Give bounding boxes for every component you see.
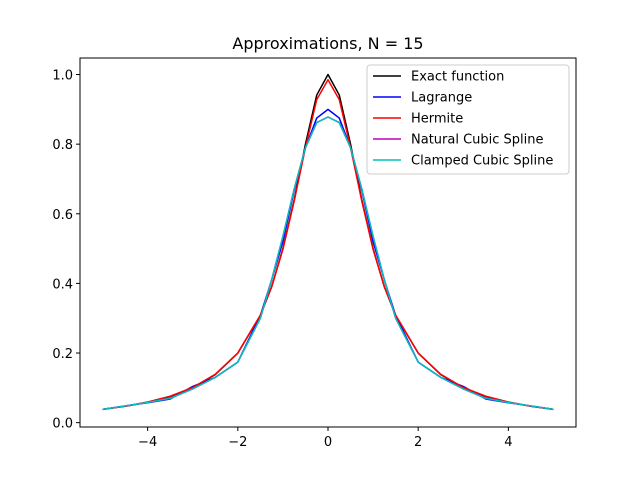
series-line-clamped-cubic-spline (102, 116, 554, 411)
legend-label-lagrange: Lagrange (411, 91, 472, 106)
legend-box (366, 64, 570, 175)
y-tick-label: 0.0 (52, 417, 73, 432)
legend: Exact function Lagrange Hermite Natural Cub… (366, 64, 570, 175)
x-tick-label: −2 (228, 435, 247, 450)
y-tick-label: 0.4 (52, 277, 73, 292)
x-tick-label: 2 (414, 435, 422, 450)
y-tick-label: 0.6 (52, 208, 73, 223)
chart-title: Approximations, N = 15 (232, 34, 423, 53)
plot-lines (102, 73, 554, 411)
series-line-hermite (102, 79, 554, 411)
x-tick-label: −4 (138, 435, 157, 450)
y-tick-label: 1.0 (52, 69, 73, 84)
x-tick-label: 0 (324, 435, 332, 450)
y-axis: 0.0 0.2 0.4 0.6 0.8 1.0 (52, 69, 80, 432)
legend-label-natural-cubic-spline: Natural Cubic Spline (411, 133, 544, 148)
x-tick-label: 4 (504, 435, 512, 450)
legend-label-exact-function: Exact function (411, 70, 504, 85)
y-tick-label: 0.2 (52, 347, 73, 362)
y-tick-label: 0.8 (52, 138, 73, 153)
legend-label-clamped-cubic-spline: Clamped Cubic Spline (411, 154, 553, 169)
legend-label-hermite: Hermite (411, 112, 463, 127)
x-axis: −4 −2 0 2 4 (138, 427, 513, 450)
